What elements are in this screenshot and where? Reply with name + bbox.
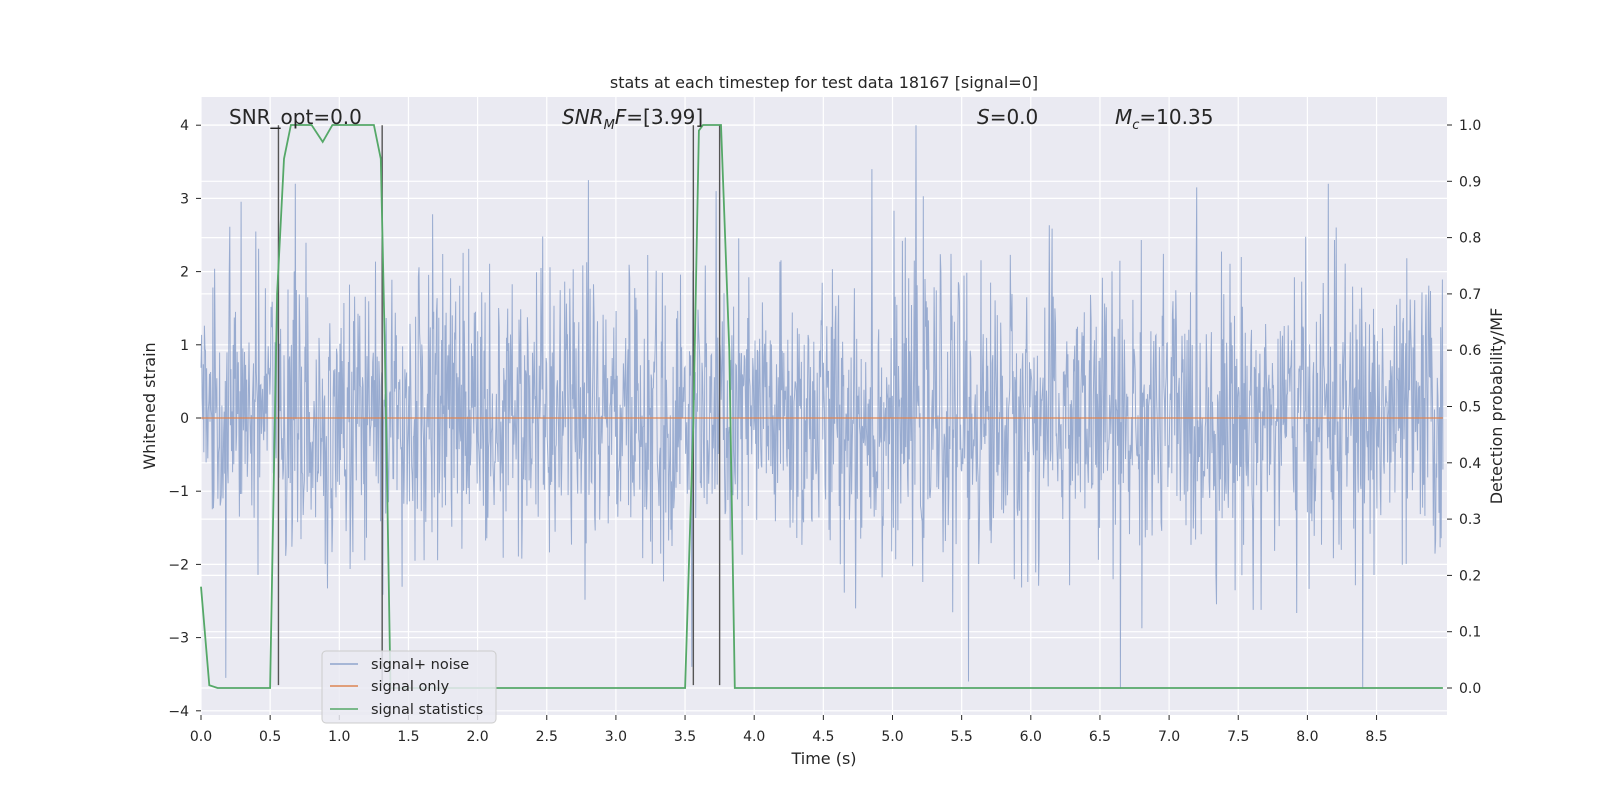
x-tick-label: 6.5 [1089,729,1111,745]
y-tick-label: −4 [168,704,189,720]
annotation-s: S=0.0 [977,105,1038,129]
signal-plus-noise-line [200,125,1444,689]
x-tick-label: 8.0 [1296,729,1318,745]
y-tick-label: 3 [180,191,189,207]
y-right-tick-label: 0.1 [1459,625,1481,641]
y-tick-label: 4 [180,118,189,134]
x-axis-label: Time (s) [790,749,856,768]
y-tick-label: −1 [168,484,189,500]
x-tick-label: 2.0 [466,729,488,745]
x-tick-label: 7.5 [1227,729,1249,745]
x-tick-label: 5.5 [951,729,973,745]
x-tick-label: 0.5 [259,729,281,745]
x-tick-label: 0.0 [190,729,212,745]
y-right-tick-label: 0.9 [1459,174,1481,190]
x-tick-label: 3.5 [674,729,696,745]
chart-title: stats at each timestep for test data 181… [610,73,1038,92]
x-tick-label: 4.5 [812,729,834,745]
series-signal-statistics [200,124,1443,689]
x-tick-label: 8.5 [1365,729,1387,745]
x-tick-label: 2.5 [536,729,558,745]
y-tick-label: 0 [180,411,189,427]
legend-label-signal-plus-noise: signal+ noise [371,657,469,673]
snr-mf-value: =[3.99] [626,105,703,129]
y-right-tick-label: 0.5 [1459,400,1481,416]
mc-sub: c [1132,118,1139,133]
y-axis-right-ticks: 0.0 0.1 0.2 0.3 0.4 0.5 0.6 0.7 0.8 0.9 1.0 [1447,118,1481,697]
signal-statistics-line [200,124,1443,689]
y-axis-label: Whitened strain [140,342,159,469]
x-tick-label: 3.0 [605,729,627,745]
annotation-snr-mf: SNRMF=[3.99] [562,105,703,133]
y-tick-label: −2 [168,557,189,573]
s-var: S [977,105,990,129]
x-tick-label: 7.0 [1158,729,1180,745]
y-tick-label: 2 [180,265,189,281]
mc-var: M [1115,105,1132,129]
x-tick-label: 4.0 [743,729,765,745]
snr-mf-sub: M [604,118,615,133]
y-right-tick-label: 0.0 [1459,681,1481,697]
legend: signal+ noise signal only signal statist… [321,650,497,724]
y-right-tick-label: 0.8 [1459,231,1481,247]
snr-mf-var2: F [615,105,627,129]
legend-label-signal-only: signal only [371,679,450,695]
x-axis-ticks: 0.0 0.5 1.0 1.5 2.0 2.5 3.0 3.5 4.0 4.5 5.0 5.5 6.0 6… [190,715,1388,745]
x-tick-label: 1.0 [328,729,350,745]
legend-label-signal-statistics: signal statistics [371,702,483,718]
x-tick-label: 6.0 [1020,729,1042,745]
annotation-mc: Mc=10.35 [1115,105,1213,133]
series-signal-plus-noise [200,125,1444,689]
y-right-tick-label: 0.6 [1459,343,1481,359]
snr-mf-var: SNR [562,105,604,129]
y-right-tick-label: 0.3 [1459,512,1481,528]
y-right-tick-label: 0.2 [1459,568,1481,584]
y-tick-label: −3 [168,631,189,647]
y-right-tick-label: 0.7 [1459,287,1481,303]
y-tick-label: 1 [180,338,189,354]
y-axis-left-ticks: −4 −3 −2 −1 0 1 2 3 4 [168,118,201,720]
x-tick-label: 5.0 [881,729,903,745]
y-right-tick-label: 0.4 [1459,456,1481,472]
x-tick-label: 1.5 [397,729,419,745]
s-value: =0.0 [990,105,1039,129]
mc-value: =10.35 [1139,105,1213,129]
annotation-snr-opt: SNR_opt=0.0 [229,105,362,129]
y-axis-right-label: Detection probability/MF [1487,308,1506,505]
legend-box [321,650,497,724]
y-right-tick-label: 1.0 [1459,118,1481,134]
